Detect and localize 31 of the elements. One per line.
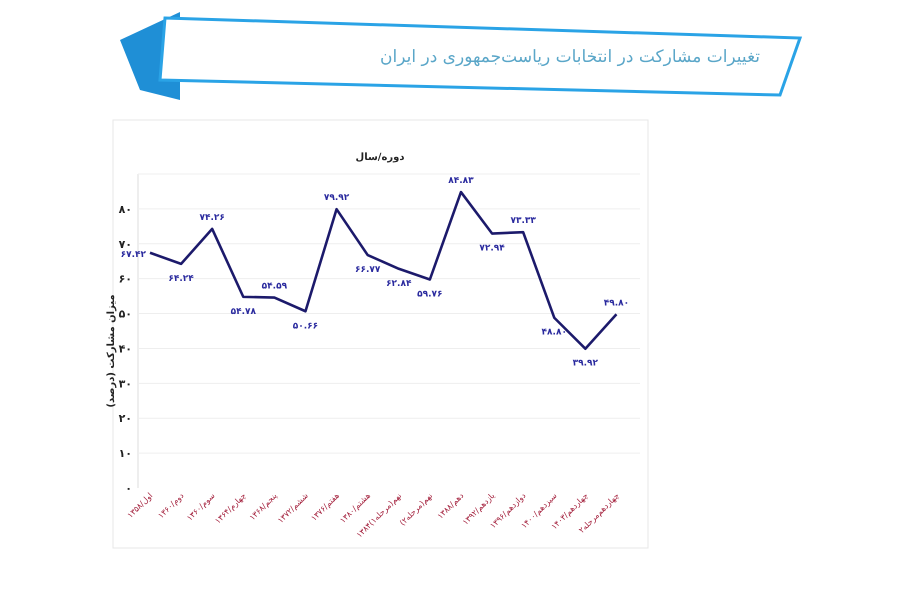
chart-title: تغییرات مشارکت در انتخابات ریاست‌جمهوری در ایران — [380, 47, 760, 67]
y-tick-label: ۳۰ — [118, 377, 132, 390]
x-tick-label: هفتم/۱۳۷۶ — [309, 491, 341, 523]
y-tick-label: ۲۰ — [118, 412, 132, 426]
data-label: ۷۳.۳۳ — [510, 216, 536, 226]
y-tick-label: ۶۰ — [118, 272, 132, 286]
data-label: ۴۸.۸۰ — [542, 328, 567, 338]
data-label: ۶۶.۷۷ — [354, 265, 381, 276]
data-label: ۶۷.۴۲ — [120, 250, 146, 260]
data-label: ۷۲.۹۴ — [479, 244, 506, 254]
x-tick-label: دوم/۱۳۶۰ — [156, 490, 186, 520]
data-label: ۵۴.۵۹ — [262, 282, 288, 292]
data-label: ۶۲.۸۴ — [386, 278, 412, 289]
data-label: ۵۰.۶۶ — [292, 321, 318, 332]
data-label: ۷۴.۲۶ — [199, 212, 225, 223]
data-label: ۵۹.۷۶ — [417, 290, 443, 300]
data-label: ۷۹.۹۲ — [324, 193, 350, 204]
data-label: ۳۹.۹۲ — [572, 358, 599, 369]
y-axis-title: میزان مشارکت (درصد) — [106, 294, 117, 408]
x-axis-title: دوره/سال — [356, 152, 404, 163]
data-label: ۵۴.۷۸ — [230, 306, 256, 317]
y-tick-label: ۴۰ — [118, 342, 132, 356]
y-tick-label: ۸۰ — [118, 202, 132, 216]
x-tick-label: پنجم/۱۳۶۸ — [248, 491, 279, 522]
y-tick-label: ۷۰ — [118, 238, 132, 251]
data-label: ۸۴.۸۳ — [448, 176, 474, 186]
y-tick-label: ۵۰ — [118, 308, 132, 321]
data-label: ۶۴.۲۴ — [168, 274, 194, 284]
x-tick-label: دهم/۱۳۸۸ — [436, 490, 466, 521]
y-tick-label: ۱۰ — [118, 447, 132, 460]
data-label: ۴۹.۸۰ — [604, 298, 630, 308]
